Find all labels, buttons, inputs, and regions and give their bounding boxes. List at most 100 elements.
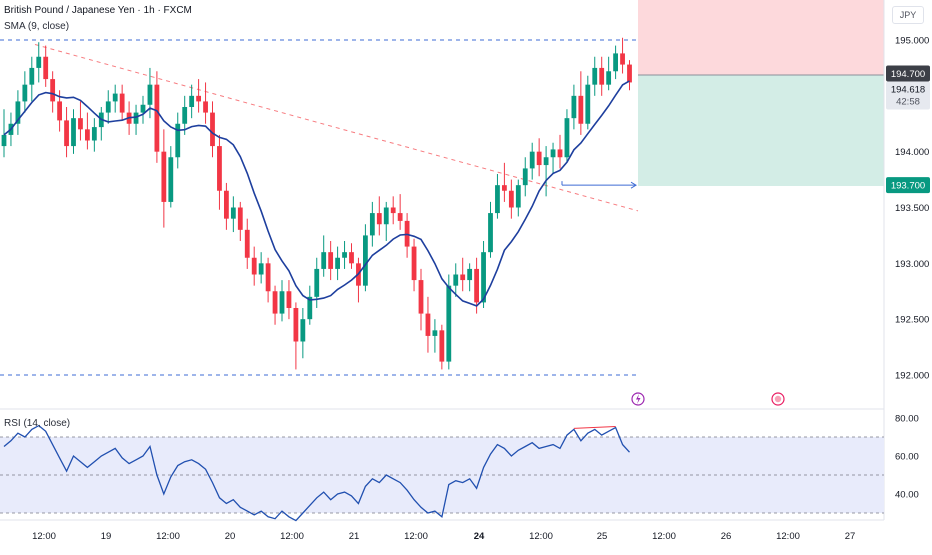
candle-body: [224, 190, 229, 219]
candle-body: [508, 190, 514, 208]
rsi-tick-label: 80.00: [895, 414, 919, 425]
candle-body: [119, 93, 125, 113]
candle-body: [175, 123, 181, 158]
candle-body: [536, 151, 542, 166]
candle-body: [328, 252, 334, 269]
price-tick-label: 192.000: [895, 371, 929, 382]
candle-body: [342, 252, 347, 258]
candle-body: [446, 285, 452, 362]
candle-body: [397, 213, 403, 221]
candle-body: [488, 213, 493, 253]
candle-body: [64, 120, 69, 147]
candle-body: [50, 79, 56, 102]
candle-body: [550, 149, 556, 158]
candle-body: [606, 71, 612, 85]
candle-body: [467, 268, 473, 281]
target-price-badge: [886, 177, 930, 194]
candle-body: [592, 67, 598, 85]
trendline: [34, 43, 639, 212]
candle-body: [258, 263, 264, 275]
candle-body: [265, 263, 271, 292]
candle-body: [300, 319, 306, 342]
candle-body: [286, 291, 292, 308]
candle-body: [29, 67, 35, 85]
candle-body: [481, 252, 486, 303]
candle-body: [453, 274, 459, 286]
take-profit-zone: [638, 75, 884, 186]
candle-body: [244, 229, 250, 258]
candle-body: [585, 84, 591, 124]
candle-body: [335, 257, 340, 269]
candle-body: [578, 95, 584, 124]
candle-body: [189, 95, 195, 107]
bid-price-badge: [886, 81, 930, 110]
time-tick-label: 26: [721, 531, 732, 542]
time-tick-label: 25: [597, 531, 608, 542]
candle-body: [78, 118, 83, 130]
candle-body: [217, 146, 222, 191]
candle-body: [15, 101, 21, 124]
time-tick-label: 19: [101, 531, 112, 542]
candle-body: [293, 308, 299, 342]
candle-body: [495, 185, 500, 214]
price-tick-label: 193.000: [895, 259, 929, 270]
candle-body: [105, 101, 111, 113]
last-price-label: 194.700: [891, 69, 925, 80]
stop-loss-zone: [638, 0, 884, 75]
last-price-badge: [886, 65, 930, 82]
candle-body: [620, 53, 625, 65]
currency-selector[interactable]: JPY: [892, 6, 924, 24]
candle-body: [321, 252, 327, 269]
rsi-tick-label: 60.00: [895, 452, 919, 463]
candle-body: [154, 84, 160, 152]
candle-body: [251, 257, 257, 275]
candle-body: [363, 235, 368, 286]
candle-body: [474, 268, 479, 303]
price-tick-label: 195.000: [895, 36, 929, 47]
time-tick-label: 12:00: [652, 531, 676, 542]
candle-body: [272, 291, 278, 314]
price-tick-label: 193.500: [895, 203, 929, 214]
candle-body: [522, 168, 528, 186]
time-tick-label: 12:00: [776, 531, 800, 542]
candle-body: [91, 127, 97, 141]
candle-body: [36, 56, 42, 68]
candle-body: [203, 101, 208, 113]
candle-body: [439, 330, 445, 362]
candle-body: [515, 185, 521, 208]
candle-body: [564, 118, 570, 158]
candle-body: [230, 207, 236, 219]
candle-body: [390, 207, 396, 214]
rsi-divergence-line: [573, 426, 616, 429]
target-price-label: 193.700: [891, 181, 925, 192]
candle-body: [599, 67, 605, 85]
candle-body: [571, 95, 577, 119]
candle-body: [237, 207, 243, 230]
candle-body: [613, 53, 618, 72]
time-tick-label: 12:00: [529, 531, 553, 542]
candle-body: [411, 246, 417, 281]
sma-legend: SMA (9, close): [4, 21, 70, 32]
candle-body: [349, 252, 354, 264]
sma-line: [3, 80, 630, 307]
candle-body: [418, 280, 424, 314]
countdown-label: 42:58: [896, 97, 920, 108]
candle-body: [460, 274, 466, 281]
candle-body: [529, 151, 535, 169]
lightning-icon: [636, 394, 641, 404]
candle-body: [182, 107, 188, 124]
rsi-line: [3, 424, 630, 522]
candle-body: [112, 93, 118, 102]
candle-body: [502, 185, 507, 191]
time-tick-label: 20: [225, 531, 236, 542]
flag-icon: [774, 395, 782, 403]
candle-body: [557, 149, 563, 158]
candle-body: [425, 313, 431, 336]
time-tick-label: 12:00: [280, 531, 304, 542]
time-tick-label: 12:00: [156, 531, 180, 542]
candle-body: [627, 64, 632, 83]
candle-body: [133, 112, 139, 124]
price-tick-label: 192.500: [895, 315, 929, 326]
